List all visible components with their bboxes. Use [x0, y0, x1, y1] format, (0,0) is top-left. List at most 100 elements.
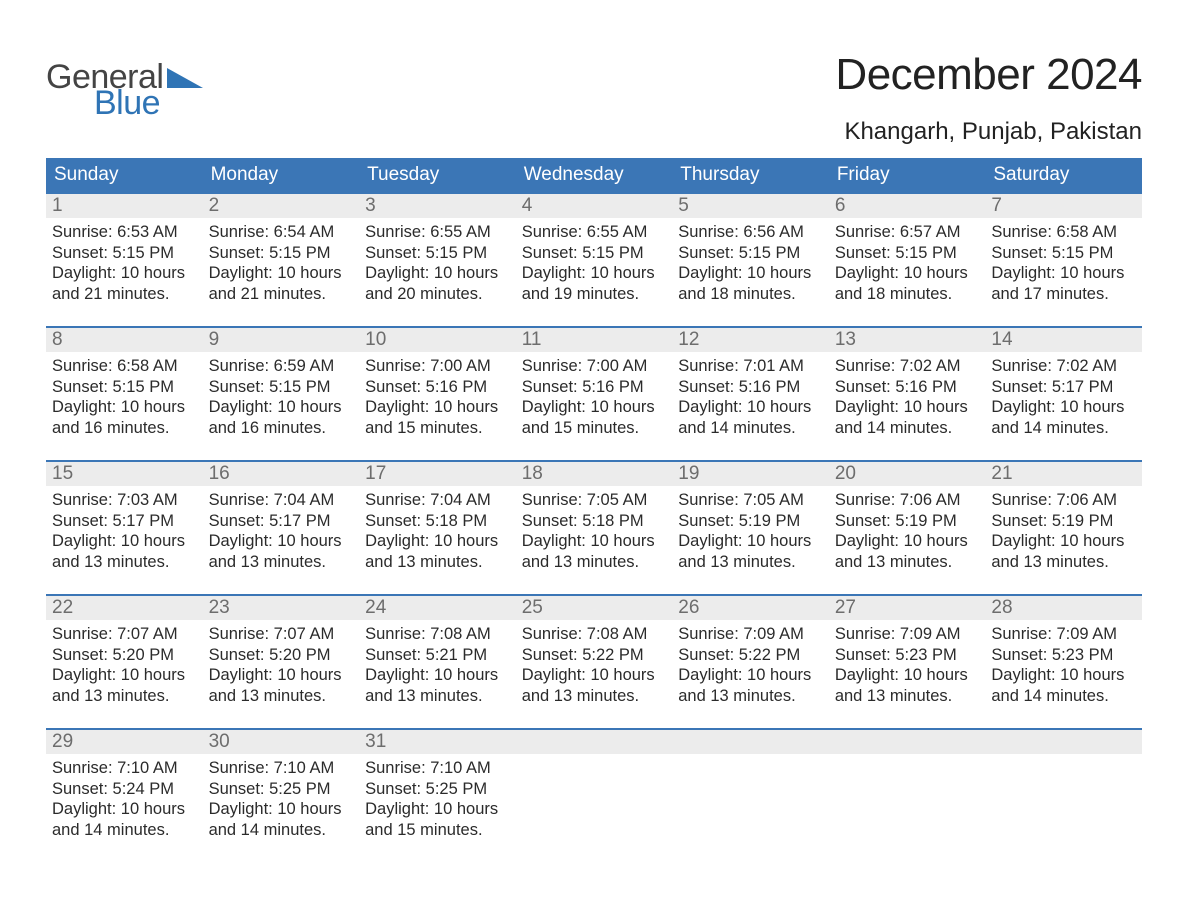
- sunrise-line: Sunrise: 7:09 AM: [678, 624, 823, 645]
- sunrise-line: Sunrise: 7:00 AM: [522, 356, 667, 377]
- day-number: 15: [46, 461, 203, 486]
- day-number: 6: [829, 193, 986, 218]
- day-number: 25: [516, 595, 673, 620]
- weekday-header: Wednesday: [516, 158, 673, 193]
- daylight-line2: and 13 minutes.: [678, 686, 823, 707]
- day-number: 8: [46, 327, 203, 352]
- sunset-line: Sunset: 5:18 PM: [365, 511, 510, 532]
- day-cell: Sunrise: 6:58 AMSunset: 5:15 PMDaylight:…: [985, 218, 1142, 327]
- daynum-row: 15161718192021: [46, 461, 1142, 486]
- daylight-line1: Daylight: 10 hours: [365, 531, 510, 552]
- daynum-row: 22232425262728: [46, 595, 1142, 620]
- weekday-header: Friday: [829, 158, 986, 193]
- day-number: 4: [516, 193, 673, 218]
- logo: General Blue: [46, 50, 203, 120]
- sunrise-line: Sunrise: 7:03 AM: [52, 490, 197, 511]
- sunset-line: Sunset: 5:16 PM: [522, 377, 667, 398]
- daylight-line2: and 13 minutes.: [365, 552, 510, 573]
- sunrise-line: Sunrise: 6:53 AM: [52, 222, 197, 243]
- daylight-line1: Daylight: 10 hours: [365, 397, 510, 418]
- day-cell: Sunrise: 7:05 AMSunset: 5:19 PMDaylight:…: [672, 486, 829, 595]
- sunrise-line: Sunrise: 6:57 AM: [835, 222, 980, 243]
- sunset-line: Sunset: 5:23 PM: [991, 645, 1136, 666]
- day-cell: Sunrise: 6:53 AMSunset: 5:15 PMDaylight:…: [46, 218, 203, 327]
- daylight-line2: and 13 minutes.: [209, 686, 354, 707]
- sunset-line: Sunset: 5:19 PM: [991, 511, 1136, 532]
- day-cell: Sunrise: 7:00 AMSunset: 5:16 PMDaylight:…: [516, 352, 673, 461]
- sunrise-line: Sunrise: 7:09 AM: [991, 624, 1136, 645]
- sunrise-line: Sunrise: 7:05 AM: [522, 490, 667, 511]
- sunset-line: Sunset: 5:16 PM: [835, 377, 980, 398]
- day-number: 17: [359, 461, 516, 486]
- day-number: 2: [203, 193, 360, 218]
- day-cell: Sunrise: 7:04 AMSunset: 5:18 PMDaylight:…: [359, 486, 516, 595]
- sunrise-line: Sunrise: 6:56 AM: [678, 222, 823, 243]
- daylight-line1: Daylight: 10 hours: [835, 665, 980, 686]
- daylight-line2: and 18 minutes.: [678, 284, 823, 305]
- daylight-line2: and 14 minutes.: [209, 820, 354, 841]
- sunrise-line: Sunrise: 6:58 AM: [52, 356, 197, 377]
- sunrise-line: Sunrise: 7:07 AM: [209, 624, 354, 645]
- daylight-line1: Daylight: 10 hours: [365, 665, 510, 686]
- daylight-line2: and 14 minutes.: [991, 686, 1136, 707]
- sunset-line: Sunset: 5:15 PM: [365, 243, 510, 264]
- daylight-line2: and 13 minutes.: [835, 552, 980, 573]
- day-number: 3: [359, 193, 516, 218]
- weekday-header: Monday: [203, 158, 360, 193]
- title-block: December 2024 Khangarh, Punjab, Pakistan: [835, 50, 1142, 146]
- day-cell: Sunrise: 7:07 AMSunset: 5:20 PMDaylight:…: [46, 620, 203, 729]
- daylight-line1: Daylight: 10 hours: [835, 531, 980, 552]
- daylight-line1: Daylight: 10 hours: [678, 665, 823, 686]
- daylight-line2: and 16 minutes.: [209, 418, 354, 439]
- weekday-header: Sunday: [46, 158, 203, 193]
- day-cell: Sunrise: 7:01 AMSunset: 5:16 PMDaylight:…: [672, 352, 829, 461]
- day-number-blank: [672, 729, 829, 754]
- daylight-line2: and 19 minutes.: [522, 284, 667, 305]
- weekday-header: Thursday: [672, 158, 829, 193]
- daylight-line2: and 17 minutes.: [991, 284, 1136, 305]
- sunrise-line: Sunrise: 7:02 AM: [991, 356, 1136, 377]
- daylight-line2: and 13 minutes.: [522, 686, 667, 707]
- daylight-line1: Daylight: 10 hours: [209, 665, 354, 686]
- day-cell: Sunrise: 6:55 AMSunset: 5:15 PMDaylight:…: [359, 218, 516, 327]
- day-cell: Sunrise: 7:08 AMSunset: 5:21 PMDaylight:…: [359, 620, 516, 729]
- sunset-line: Sunset: 5:15 PM: [678, 243, 823, 264]
- day-cell: Sunrise: 6:54 AMSunset: 5:15 PMDaylight:…: [203, 218, 360, 327]
- sunset-line: Sunset: 5:17 PM: [209, 511, 354, 532]
- weekday-header-row: Sunday Monday Tuesday Wednesday Thursday…: [46, 158, 1142, 193]
- day-number: 1: [46, 193, 203, 218]
- sunset-line: Sunset: 5:16 PM: [365, 377, 510, 398]
- daylight-line2: and 15 minutes.: [522, 418, 667, 439]
- day-cell: Sunrise: 7:10 AMSunset: 5:25 PMDaylight:…: [359, 754, 516, 862]
- daylight-line1: Daylight: 10 hours: [52, 263, 197, 284]
- sunrise-line: Sunrise: 7:07 AM: [52, 624, 197, 645]
- sunset-line: Sunset: 5:20 PM: [52, 645, 197, 666]
- sunrise-line: Sunrise: 6:58 AM: [991, 222, 1136, 243]
- day-number: 12: [672, 327, 829, 352]
- daynum-row: 891011121314: [46, 327, 1142, 352]
- sunrise-line: Sunrise: 7:10 AM: [365, 758, 510, 779]
- day-cell: Sunrise: 6:55 AMSunset: 5:15 PMDaylight:…: [516, 218, 673, 327]
- daybody-row: Sunrise: 7:03 AMSunset: 5:17 PMDaylight:…: [46, 486, 1142, 595]
- day-number-blank: [829, 729, 986, 754]
- day-number: 14: [985, 327, 1142, 352]
- day-cell: Sunrise: 7:04 AMSunset: 5:17 PMDaylight:…: [203, 486, 360, 595]
- day-number: 13: [829, 327, 986, 352]
- daylight-line1: Daylight: 10 hours: [209, 263, 354, 284]
- daynum-row: 293031: [46, 729, 1142, 754]
- sunset-line: Sunset: 5:16 PM: [678, 377, 823, 398]
- sunset-line: Sunset: 5:24 PM: [52, 779, 197, 800]
- daylight-line1: Daylight: 10 hours: [52, 665, 197, 686]
- daylight-line2: and 15 minutes.: [365, 820, 510, 841]
- sunset-line: Sunset: 5:17 PM: [52, 511, 197, 532]
- daylight-line2: and 13 minutes.: [52, 686, 197, 707]
- day-number: 5: [672, 193, 829, 218]
- day-cell: Sunrise: 7:06 AMSunset: 5:19 PMDaylight:…: [985, 486, 1142, 595]
- daylight-line2: and 20 minutes.: [365, 284, 510, 305]
- daybody-row: Sunrise: 7:07 AMSunset: 5:20 PMDaylight:…: [46, 620, 1142, 729]
- daylight-line1: Daylight: 10 hours: [209, 531, 354, 552]
- day-number: 23: [203, 595, 360, 620]
- day-number: 20: [829, 461, 986, 486]
- day-cell: Sunrise: 7:03 AMSunset: 5:17 PMDaylight:…: [46, 486, 203, 595]
- sunrise-line: Sunrise: 7:08 AM: [522, 624, 667, 645]
